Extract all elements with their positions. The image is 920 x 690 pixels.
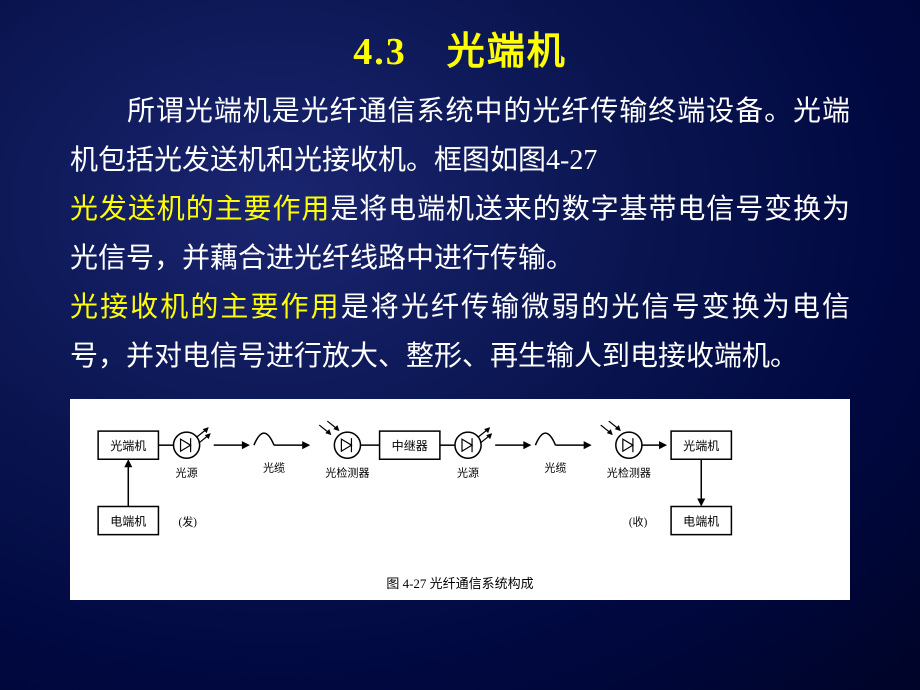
highlight-receiver: 光接收机的主要作用 bbox=[70, 292, 341, 323]
slide-title: 4.3 光端机 bbox=[70, 20, 850, 75]
node-opt-term-tx: 光端机 bbox=[110, 439, 146, 453]
label-photo-detector-1: 光检测器 bbox=[325, 465, 369, 479]
diagram-caption: 图 4-27 光纤通信系统构成 bbox=[78, 573, 842, 592]
label-fiber-1: 光缆 bbox=[263, 460, 285, 474]
node-opt-term-rx: 光端机 bbox=[683, 439, 719, 453]
label-rx-side: (收) bbox=[629, 515, 648, 529]
node-elec-term-tx: 电端机 bbox=[110, 515, 146, 529]
label-light-source-2: 光源 bbox=[457, 465, 479, 479]
body-text: 所谓光端机是光纤通信系统中的光纤传输终端设备。光端机包括光发送机和光接收机。框图… bbox=[70, 87, 850, 381]
node-elec-term-rx: 电端机 bbox=[683, 515, 719, 529]
para1: 所谓光端机是光纤通信系统中的光纤传输终端设备。光端机包括光发送机和光接收机。框图… bbox=[70, 96, 850, 176]
label-tx-side: (发) bbox=[179, 515, 198, 529]
label-fiber-2: 光缆 bbox=[544, 460, 566, 474]
diagram-figure: 光端机 电端机 (发) 光源 bbox=[70, 399, 850, 600]
system-diagram: 光端机 电端机 (发) 光源 bbox=[78, 411, 842, 562]
highlight-transmitter: 光发送机的主要作用 bbox=[70, 194, 330, 225]
node-repeater: 中继器 bbox=[392, 438, 428, 453]
label-photo-detector-2: 光检测器 bbox=[607, 465, 651, 479]
label-light-source: 光源 bbox=[176, 465, 198, 479]
